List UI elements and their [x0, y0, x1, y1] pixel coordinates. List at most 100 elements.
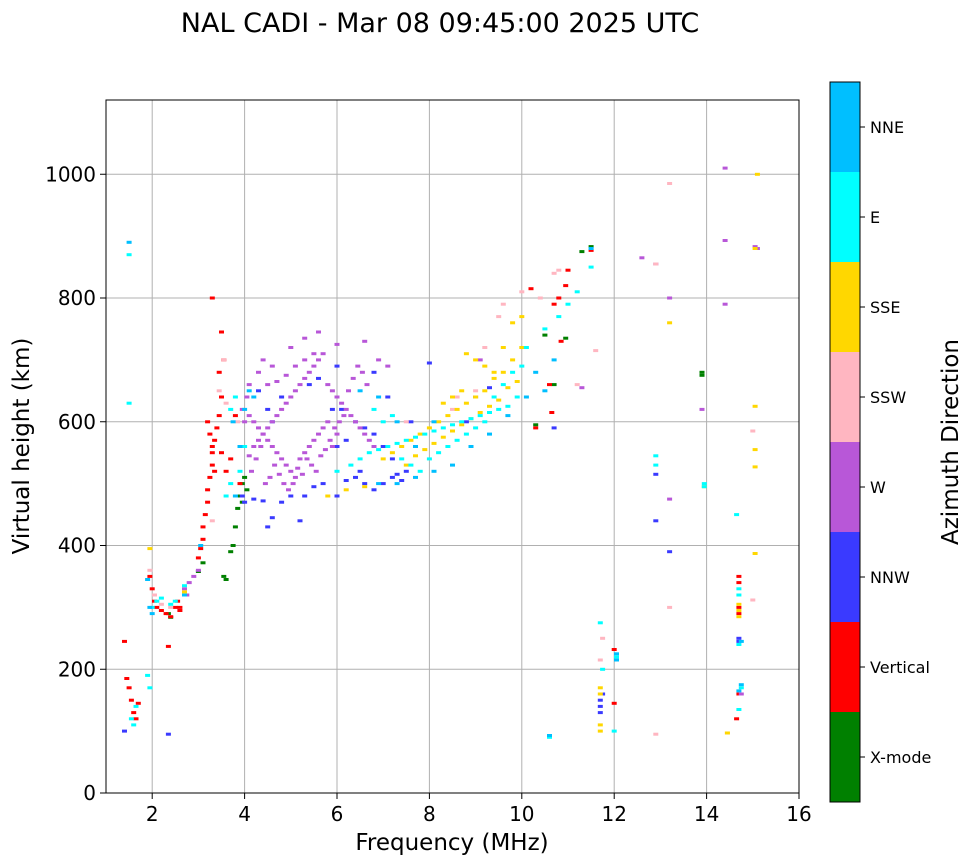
data-point: [195, 568, 201, 572]
data-point: [334, 469, 340, 473]
data-point: [547, 735, 552, 739]
data-point: [316, 330, 321, 334]
data-point: [519, 346, 525, 349]
data-point: [556, 315, 562, 319]
data-point: [403, 469, 409, 473]
data-point: [274, 380, 280, 383]
data-point: [265, 407, 271, 411]
data-point: [147, 605, 153, 609]
data-point: [413, 445, 418, 448]
data-point: [205, 500, 211, 504]
data-point: [436, 451, 442, 455]
data-point: [722, 239, 728, 242]
data-point: [304, 457, 310, 461]
data-point: [242, 500, 248, 504]
plot-area: [106, 100, 799, 793]
data-point: [212, 469, 218, 473]
data-point: [316, 376, 321, 380]
data-point: [653, 519, 659, 523]
data-point: [244, 488, 250, 492]
data-point: [473, 389, 479, 393]
data-point: [403, 420, 409, 424]
data-point: [147, 574, 153, 578]
data-point: [477, 414, 483, 418]
x-tick-label: 10: [509, 802, 534, 826]
data-point: [600, 636, 606, 640]
data-point: [302, 358, 308, 362]
data-point: [334, 445, 340, 448]
data-point: [722, 302, 728, 306]
data-point: [389, 475, 395, 479]
x-axis-label: Frequency (MHz): [355, 830, 548, 856]
data-point: [158, 596, 164, 600]
data-point: [355, 364, 361, 368]
data-point: [547, 383, 552, 387]
data-point: [334, 432, 340, 436]
data-point: [482, 420, 488, 424]
data-point: [426, 457, 432, 461]
data-point: [297, 383, 303, 387]
data-point: [133, 704, 139, 708]
data-point: [505, 404, 511, 408]
x-tick-label: 12: [601, 802, 626, 826]
data-point: [209, 451, 215, 455]
data-point: [172, 599, 178, 603]
data-point: [653, 463, 659, 467]
data-point: [440, 435, 446, 439]
data-point: [256, 426, 261, 430]
data-point: [371, 488, 377, 492]
data-point: [752, 247, 758, 250]
data-point: [281, 482, 287, 486]
data-point: [551, 426, 557, 430]
data-point: [597, 621, 603, 625]
data-point: [436, 420, 442, 424]
data-point: [168, 602, 174, 606]
data-point: [394, 420, 400, 424]
data-point: [334, 342, 340, 346]
data-point: [200, 561, 206, 565]
data-point: [426, 426, 432, 430]
data-point: [551, 271, 557, 275]
data-point: [122, 639, 127, 643]
data-point: [533, 423, 539, 427]
data-point: [431, 469, 437, 473]
data-point: [754, 172, 760, 176]
data-point: [228, 457, 234, 461]
data-point: [343, 407, 349, 411]
data-point: [510, 358, 516, 362]
data-point: [207, 475, 213, 479]
data-point: [614, 658, 619, 662]
data-point: [124, 677, 130, 680]
data-point: [734, 717, 740, 721]
y-tick-label: 200: [58, 657, 96, 681]
data-point: [149, 587, 155, 591]
data-point: [350, 376, 356, 380]
data-point: [699, 407, 705, 411]
data-point: [237, 445, 243, 448]
axis-ticks: 2 4 6 8 10 12 14 16 0 200 400 600 800 1000: [45, 162, 812, 826]
data-point: [269, 364, 275, 368]
data-point: [288, 395, 294, 399]
data-point: [182, 590, 187, 594]
data-point: [232, 414, 238, 418]
data-point: [242, 420, 248, 424]
data-point: [376, 358, 382, 362]
data-point: [653, 262, 659, 266]
data-point: [519, 290, 525, 294]
y-tick-label: 400: [58, 534, 96, 558]
data-point: [182, 587, 187, 591]
y-tick-label: 0: [83, 781, 96, 805]
data-point: [394, 472, 400, 476]
data-point: [205, 488, 211, 492]
data-point: [260, 499, 266, 503]
data-point: [611, 729, 617, 733]
data-point: [265, 438, 271, 442]
data-point: [445, 445, 451, 448]
data-point: [431, 441, 437, 445]
data-point: [200, 525, 206, 529]
data-point: [306, 445, 312, 448]
data-point: [597, 698, 603, 702]
data-point: [165, 732, 171, 736]
data-point: [477, 358, 483, 362]
